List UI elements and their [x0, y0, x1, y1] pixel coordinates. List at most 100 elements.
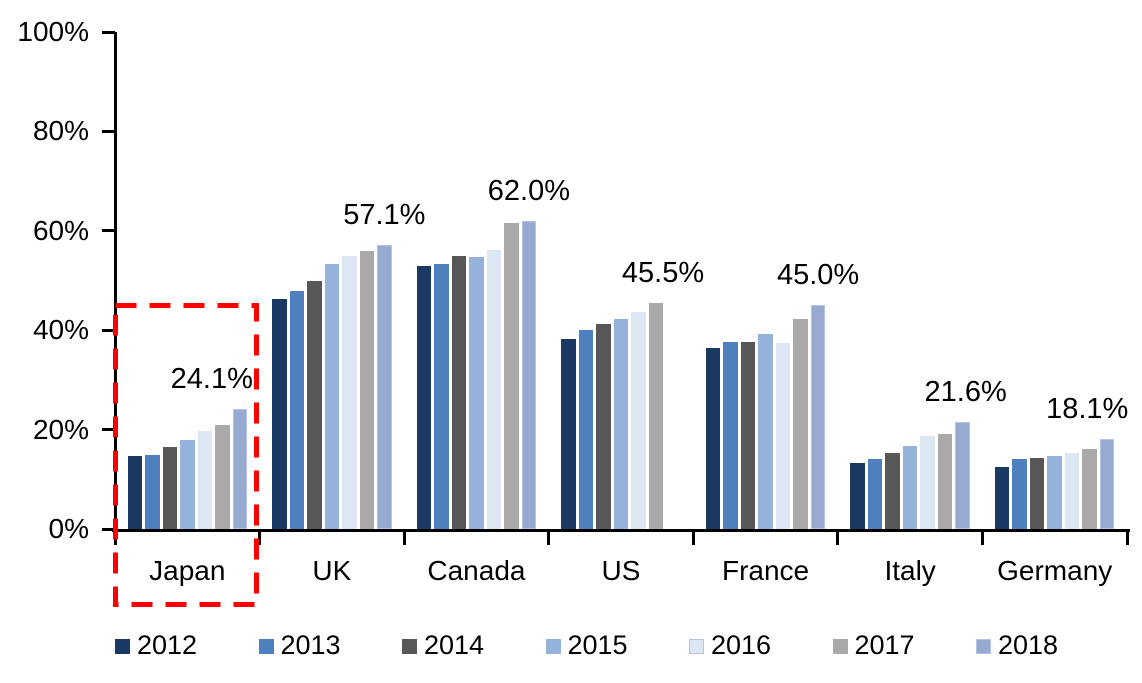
- bar-italy-2014: [885, 453, 900, 529]
- category-label-italy: Italy: [884, 555, 936, 586]
- legend-item-2014: 2014: [402, 630, 537, 660]
- legend-swatch-2016: [689, 639, 704, 654]
- bar-us-2015: [613, 318, 629, 529]
- bar-italy-2016: [920, 435, 935, 529]
- bar-uk-2012: [272, 298, 287, 529]
- legend-item-2017: 2017: [832, 630, 968, 660]
- x-axis-tick-7: [1125, 532, 1129, 545]
- x-axis-tick-5: [836, 532, 840, 545]
- bar-us-2013: [578, 330, 594, 529]
- bar-canada-2016: [486, 249, 502, 529]
- bar-germany-2015: [1047, 455, 1062, 529]
- legend-item-2013: 2013: [258, 630, 394, 660]
- y-axis-tick-100: [102, 30, 115, 34]
- bar-france-2014: [740, 342, 756, 529]
- bar-japan-2017: [215, 424, 230, 529]
- value-label-canada: 62.0%: [487, 174, 571, 207]
- bar-uk-2013: [289, 290, 305, 529]
- bar-germany-2012: [994, 466, 1010, 529]
- y-axis-label-60: 60%: [32, 214, 89, 246]
- bar-canada-2015: [469, 257, 484, 529]
- bar-canada-2013: [434, 263, 449, 529]
- bar-uk-2015: [324, 264, 340, 529]
- legend-swatch-2015: [545, 639, 561, 654]
- category-label-canada: Canada: [427, 555, 526, 586]
- legend-label-2018: 2018: [998, 630, 1059, 660]
- bar-germany-2013: [1012, 459, 1027, 529]
- x-axis-tick-1: [258, 532, 262, 545]
- y-axis-label-20: 20%: [32, 413, 89, 445]
- category-label-france: France: [721, 555, 810, 586]
- y-axis-label-80: 80%: [32, 115, 89, 147]
- bar-france-2018: [810, 305, 826, 529]
- value-label-italy: 21.6%: [924, 375, 1007, 408]
- y-axis-label-0: 0%: [48, 513, 89, 544]
- bar-italy-2013: [867, 459, 883, 529]
- y-axis-tick-40: [102, 328, 115, 332]
- bar-japan-2014: [162, 447, 178, 529]
- legend-label-2016: 2016: [711, 630, 772, 660]
- bar-italy-2015: [902, 446, 918, 529]
- bar-japan-2016: [197, 430, 213, 529]
- y-axis-tick-20: [102, 428, 115, 432]
- legend-swatch-2013: [258, 639, 274, 654]
- legend-item-2015: 2015: [545, 630, 681, 660]
- legend-label-2014: 2014: [424, 630, 485, 660]
- y-axis-tick-80: [102, 129, 115, 133]
- bar-canada-2012: [416, 265, 432, 529]
- category-label-japan: Japan: [149, 555, 226, 586]
- x-axis-tick-2: [402, 532, 406, 545]
- bar-japan-2013: [145, 454, 160, 529]
- legend-label-2013: 2013: [280, 630, 341, 660]
- category-label-uk: UK: [312, 555, 352, 586]
- legend-item-2012: 2012: [115, 630, 250, 660]
- category-label-us: US: [601, 555, 641, 586]
- bar-us-2016: [631, 312, 646, 529]
- bar-germany-2014: [1029, 457, 1045, 529]
- y-axis-label-40: 40%: [32, 314, 89, 346]
- y-axis-tick-0: [102, 527, 115, 531]
- bar-uk-2017: [359, 250, 375, 529]
- bar-japan-2018: [232, 409, 248, 529]
- legend-item-2016: 2016: [689, 630, 824, 660]
- x-axis-line: [112, 529, 1130, 532]
- bar-germany-2017: [1082, 449, 1097, 529]
- bar-italy-2012: [850, 463, 865, 529]
- bar-france-2016: [775, 343, 791, 529]
- japan-highlight-dashed-rect: [113, 303, 259, 607]
- legend-swatch-2014: [402, 639, 417, 654]
- bar-canada-2017: [504, 222, 519, 529]
- legend-label-2015: 2015: [567, 630, 628, 660]
- y-axis-label-100: 100%: [17, 16, 89, 47]
- legend-label-2012: 2012: [137, 630, 198, 660]
- bar-germany-2018: [1099, 439, 1115, 529]
- value-label-uk: 57.1%: [343, 199, 426, 232]
- bar-japan-2015: [180, 440, 195, 529]
- bar-france-2013: [723, 341, 738, 529]
- bar-uk-2014: [307, 280, 322, 529]
- bar-france-2012: [705, 347, 721, 529]
- value-label-france: 45.0%: [776, 259, 860, 292]
- value-label-germany: 18.1%: [1046, 393, 1129, 426]
- value-label-japan: 24.1%: [170, 363, 253, 396]
- bar-france-2015: [758, 333, 773, 529]
- legend-item-2018: 2018: [976, 630, 1111, 660]
- bar-uk-2018: [377, 245, 392, 529]
- value-label-us: 45.5%: [621, 256, 705, 289]
- legend-swatch-2017: [832, 639, 848, 654]
- bar-japan-2012: [127, 456, 143, 529]
- bar-us-2017: [648, 302, 664, 529]
- x-axis-tick-4: [691, 532, 695, 545]
- bar-us-2014: [596, 324, 611, 529]
- bar-france-2017: [793, 318, 808, 529]
- bar-canada-2018: [521, 220, 537, 529]
- legend-swatch-2012: [115, 639, 130, 654]
- y-axis-line: [113, 32, 117, 532]
- category-label-germany: Germany: [997, 555, 1113, 586]
- y-axis-tick-60: [102, 229, 115, 233]
- legend-label-2017: 2017: [854, 630, 915, 660]
- bar-italy-2018: [955, 421, 970, 529]
- bar-us-2012: [561, 339, 576, 529]
- legend-swatch-2018: [976, 639, 991, 654]
